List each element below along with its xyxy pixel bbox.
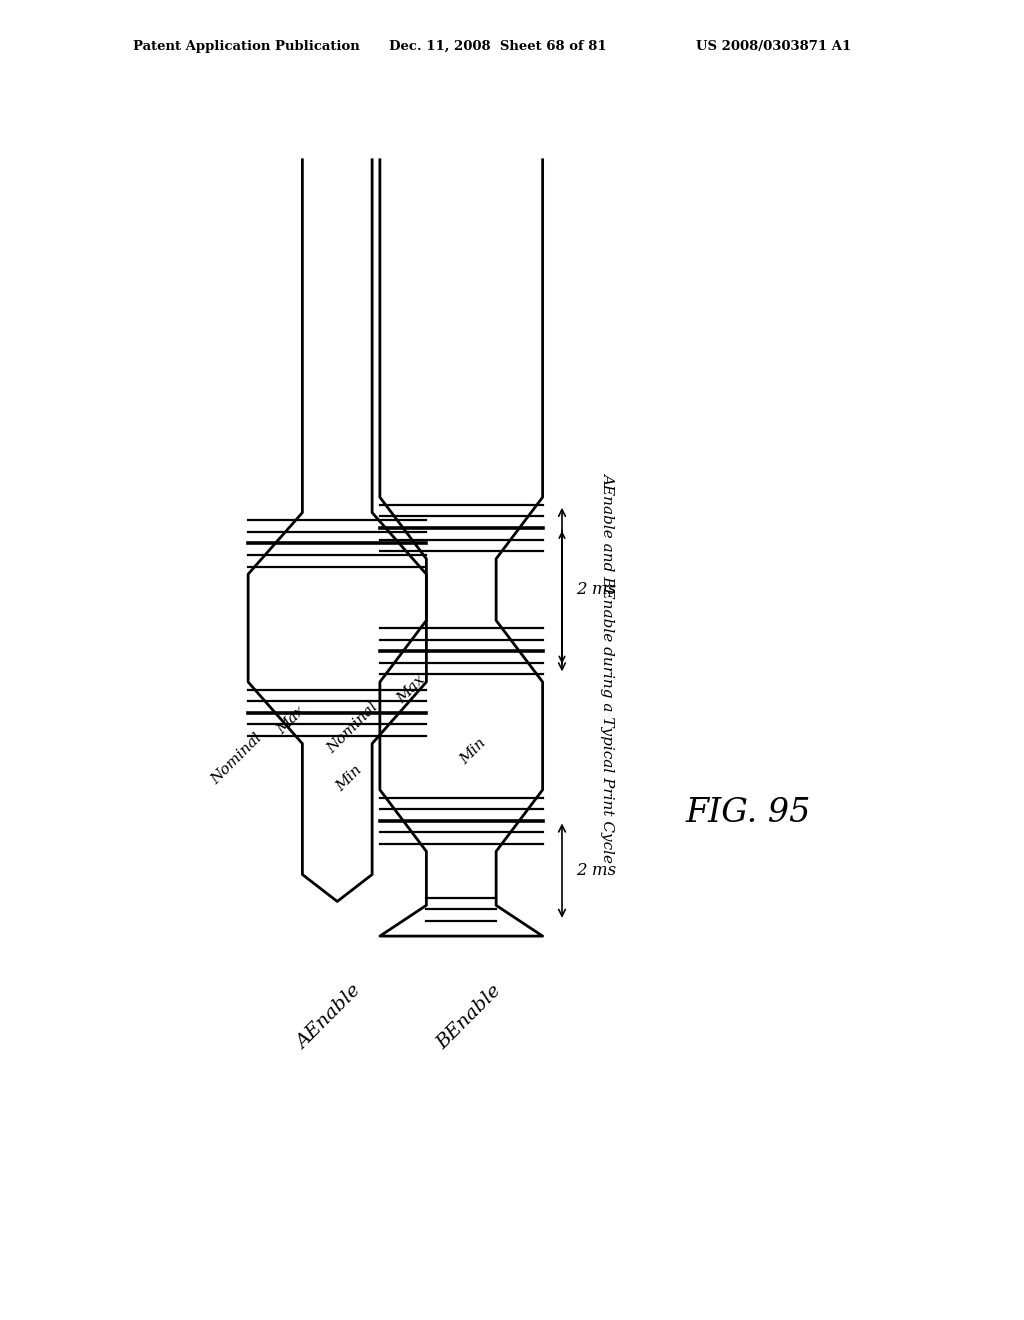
Text: Patent Application Publication: Patent Application Publication — [133, 40, 359, 53]
Text: Min: Min — [457, 735, 488, 767]
Text: AEnable and BEnable during a Typical Print Cycle: AEnable and BEnable during a Typical Pri… — [601, 471, 615, 862]
Text: Nominal: Nominal — [208, 731, 264, 787]
Text: Min: Min — [333, 763, 365, 793]
Text: Max: Max — [274, 704, 307, 738]
Text: Dec. 11, 2008  Sheet 68 of 81: Dec. 11, 2008 Sheet 68 of 81 — [389, 40, 607, 53]
Text: Max: Max — [394, 673, 428, 706]
Text: Nominal: Nominal — [325, 700, 381, 756]
Text: FIG. 95: FIG. 95 — [685, 797, 811, 829]
Text: 2 ms: 2 ms — [575, 862, 616, 879]
Text: 2 ms: 2 ms — [575, 581, 616, 598]
Text: AEnable: AEnable — [294, 981, 366, 1052]
Text: US 2008/0303871 A1: US 2008/0303871 A1 — [696, 40, 852, 53]
Text: BEnable: BEnable — [433, 981, 505, 1052]
